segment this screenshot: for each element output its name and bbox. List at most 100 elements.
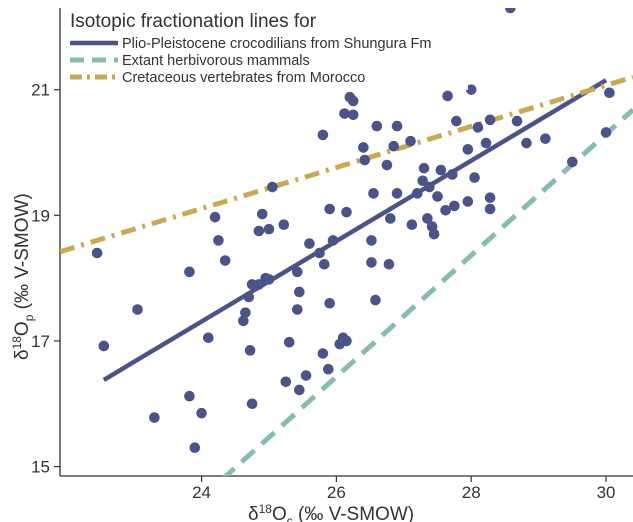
data-point <box>432 191 443 202</box>
data-point <box>368 188 379 199</box>
data-point <box>184 266 195 278</box>
x-tick-label: 26 <box>327 483 346 502</box>
data-point <box>521 137 532 149</box>
data-point <box>406 219 418 231</box>
data-point <box>435 164 447 176</box>
data-point <box>480 137 492 149</box>
data-point <box>366 257 377 268</box>
data-point <box>280 376 292 388</box>
data-point <box>263 274 275 285</box>
data-point <box>91 247 103 259</box>
data-point <box>469 172 480 183</box>
data-point <box>462 144 474 155</box>
legend: Isotopic fractionation lines for Plio-Pl… <box>66 8 468 90</box>
data-point <box>451 115 462 127</box>
data-point <box>383 259 395 270</box>
data-point <box>391 188 403 199</box>
data-point <box>219 255 231 266</box>
data-point <box>465 84 477 95</box>
legend-label-1: Plio-Pleistocene crocodilians from Shung… <box>122 36 431 52</box>
legend-label-3: Cretaceous vertebrates from Morocco <box>122 70 365 86</box>
data-point <box>417 175 428 187</box>
y-tick-label: 21 <box>31 81 50 100</box>
data-point <box>196 407 207 419</box>
data-point <box>314 247 325 259</box>
data-point <box>324 297 335 309</box>
legend-items: Plio-Pleistocene crocodilians from Shung… <box>70 36 431 86</box>
data-point <box>283 336 295 348</box>
data-point <box>422 213 433 224</box>
data-point <box>341 335 352 347</box>
data-point <box>327 235 339 246</box>
data-point <box>428 228 440 240</box>
data-point <box>243 291 255 303</box>
data-point <box>604 87 615 99</box>
data-points <box>91 8 615 454</box>
data-point <box>371 120 383 132</box>
data-point <box>324 203 335 215</box>
data-point <box>600 127 612 138</box>
y-axis-title: δ18Op (‰ V-SMOW) <box>10 193 36 360</box>
data-point <box>449 200 460 212</box>
data-point <box>300 370 312 381</box>
data-point <box>149 412 160 423</box>
x-axis-title: δ18Oc (‰ V-SMOW) <box>248 502 414 522</box>
data-point <box>347 95 359 107</box>
data-point <box>263 223 275 235</box>
data-point <box>447 169 458 180</box>
data-point <box>132 304 143 315</box>
data-point <box>462 196 474 207</box>
y-tick-label: 19 <box>31 206 50 225</box>
data-point <box>511 115 523 127</box>
x-tick-label: 28 <box>462 483 481 502</box>
data-point <box>440 204 451 216</box>
data-point <box>253 225 265 237</box>
data-point <box>184 390 195 402</box>
fractionation-line-3 <box>60 74 633 255</box>
data-point <box>278 219 290 231</box>
data-point <box>291 266 303 278</box>
data-point <box>203 332 214 344</box>
data-point <box>339 108 350 119</box>
y-tick-label: 17 <box>31 332 50 351</box>
data-point <box>381 159 393 171</box>
data-point <box>317 348 329 359</box>
data-point <box>567 156 578 168</box>
data-point <box>442 90 453 102</box>
data-point <box>291 304 303 315</box>
data-point <box>385 213 396 224</box>
fractionation-line-1 <box>102 78 608 382</box>
data-point <box>189 442 201 454</box>
data-point <box>209 211 221 223</box>
data-point <box>411 188 423 199</box>
fractionation-lines <box>60 74 633 476</box>
data-point <box>98 340 110 352</box>
axes <box>59 8 633 477</box>
data-point <box>256 208 268 220</box>
data-point <box>213 235 224 246</box>
data-point <box>238 315 249 327</box>
data-point <box>253 279 265 290</box>
data-point <box>294 384 305 396</box>
data-point <box>240 307 251 318</box>
data-point <box>484 114 496 126</box>
data-point <box>540 133 551 144</box>
legend-label-2: Extant herbivorous mammals <box>122 53 310 69</box>
fractionation-line-2 <box>222 107 633 476</box>
data-point <box>322 363 334 375</box>
data-point <box>424 181 435 193</box>
x-tick-label: 30 <box>597 483 616 502</box>
data-point <box>359 154 371 166</box>
data-point <box>484 192 496 204</box>
data-point <box>244 345 256 356</box>
data-point <box>366 235 377 246</box>
data-point <box>388 140 399 152</box>
data-point <box>294 286 305 298</box>
data-point <box>405 135 416 147</box>
data-point <box>418 162 430 174</box>
data-point <box>358 142 369 153</box>
y-tick-label: 15 <box>31 458 50 477</box>
data-point <box>318 259 330 270</box>
data-point <box>267 181 278 193</box>
